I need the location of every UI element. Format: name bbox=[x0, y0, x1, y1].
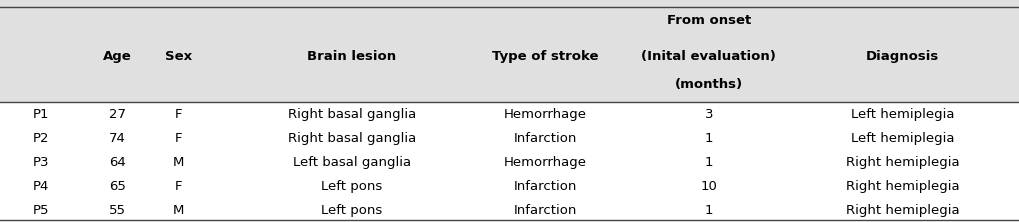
Text: Right basal ganglia: Right basal ganglia bbox=[287, 108, 416, 121]
Text: Left hemiplegia: Left hemiplegia bbox=[850, 108, 954, 121]
Text: Right basal ganglia: Right basal ganglia bbox=[287, 132, 416, 145]
Text: Diagnosis: Diagnosis bbox=[865, 50, 938, 63]
Text: Left basal ganglia: Left basal ganglia bbox=[292, 156, 411, 168]
Text: Type of stroke: Type of stroke bbox=[492, 50, 598, 63]
Text: Hemorrhage: Hemorrhage bbox=[503, 156, 587, 168]
Text: Right hemiplegia: Right hemiplegia bbox=[845, 204, 959, 216]
Text: Infarction: Infarction bbox=[514, 180, 577, 192]
Text: M: M bbox=[172, 156, 184, 168]
Text: 64: 64 bbox=[109, 156, 125, 168]
Text: Left hemiplegia: Left hemiplegia bbox=[850, 132, 954, 145]
Text: 1: 1 bbox=[704, 204, 712, 216]
Text: From onset: From onset bbox=[666, 14, 750, 28]
Text: Right hemiplegia: Right hemiplegia bbox=[845, 180, 959, 192]
Text: Right hemiplegia: Right hemiplegia bbox=[845, 156, 959, 168]
Text: 1: 1 bbox=[704, 132, 712, 145]
Text: (months): (months) bbox=[675, 78, 742, 91]
Text: M: M bbox=[172, 204, 184, 216]
Text: Left pons: Left pons bbox=[321, 180, 382, 192]
Text: (Inital evaluation): (Inital evaluation) bbox=[641, 50, 775, 63]
Text: 27: 27 bbox=[109, 108, 125, 121]
Text: Age: Age bbox=[103, 50, 131, 63]
Text: Sex: Sex bbox=[165, 50, 192, 63]
Text: 65: 65 bbox=[109, 180, 125, 192]
Text: P4: P4 bbox=[33, 180, 49, 192]
Text: 74: 74 bbox=[109, 132, 125, 145]
Bar bbox=[0, 102, 1019, 222]
Text: F: F bbox=[174, 132, 182, 145]
Text: Left pons: Left pons bbox=[321, 204, 382, 216]
Text: Brain lesion: Brain lesion bbox=[307, 50, 396, 63]
Text: P3: P3 bbox=[33, 156, 49, 168]
Text: Hemorrhage: Hemorrhage bbox=[503, 108, 587, 121]
Text: P2: P2 bbox=[33, 132, 49, 145]
Text: 1: 1 bbox=[704, 156, 712, 168]
Text: 55: 55 bbox=[109, 204, 125, 216]
Text: 3: 3 bbox=[704, 108, 712, 121]
Text: P5: P5 bbox=[33, 204, 49, 216]
Text: Infarction: Infarction bbox=[514, 132, 577, 145]
Text: 10: 10 bbox=[700, 180, 716, 192]
Text: Infarction: Infarction bbox=[514, 204, 577, 216]
Text: F: F bbox=[174, 180, 182, 192]
Text: P1: P1 bbox=[33, 108, 49, 121]
Text: F: F bbox=[174, 108, 182, 121]
